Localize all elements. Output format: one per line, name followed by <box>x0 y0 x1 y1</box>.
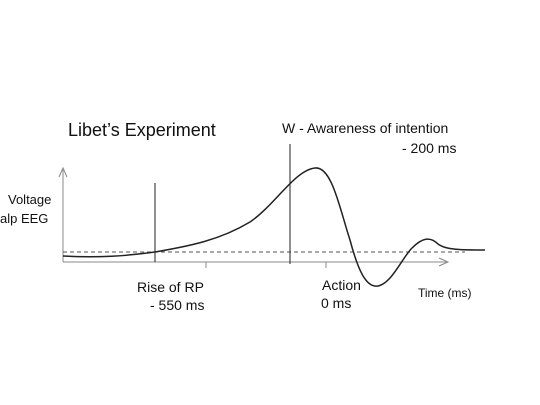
y-axis-arrow-icon <box>58 166 68 178</box>
rise-of-rp-label: Rise of RP <box>137 279 204 295</box>
awareness-label: W - Awareness of intention <box>282 120 449 136</box>
awareness-time: - 200 ms <box>402 140 457 156</box>
x-axis-label: Time (ms) <box>418 286 472 300</box>
y-axis-label-eeg: alp EEG <box>0 211 49 226</box>
diagram-title: Libet’s Experiment <box>68 120 216 140</box>
readiness-potential-curve <box>62 167 486 287</box>
action-label: Action <box>322 277 361 293</box>
x-axis-arrow-icon <box>438 257 450 267</box>
y-axis-label-voltage: Voltage <box>8 192 52 207</box>
rise-of-rp-time: - 550 ms <box>150 297 205 313</box>
action-time: 0 ms <box>321 295 352 311</box>
